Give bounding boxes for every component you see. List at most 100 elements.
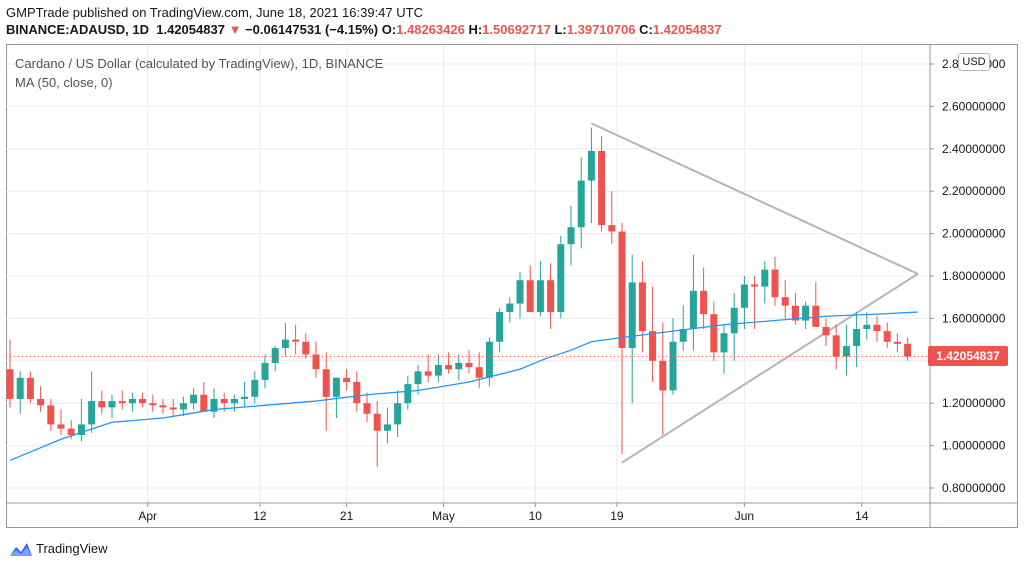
candle-up xyxy=(679,305,687,351)
candle-up xyxy=(16,371,24,414)
candle-body xyxy=(200,394,208,412)
candle-down xyxy=(57,409,65,435)
ma-legend[interactable]: MA (50, close, 0) xyxy=(15,75,113,90)
candle-body xyxy=(802,305,810,321)
candle-body xyxy=(587,150,595,181)
candle-body xyxy=(190,394,198,404)
candle-up xyxy=(557,235,565,319)
candle-body xyxy=(475,367,483,378)
candle-down xyxy=(526,265,534,313)
candle-body xyxy=(465,362,473,368)
candle-down xyxy=(781,280,789,319)
candle-body xyxy=(822,326,830,336)
candle-down xyxy=(904,337,912,361)
candle-body xyxy=(57,424,65,429)
candle-body xyxy=(159,405,167,408)
chart-frame xyxy=(6,44,1018,528)
candle-body xyxy=(669,341,677,391)
candle-body xyxy=(730,307,738,334)
candle-down xyxy=(791,292,799,325)
candle-up xyxy=(853,312,861,368)
candle-body xyxy=(332,377,340,397)
candle-body xyxy=(77,424,85,435)
candle-up xyxy=(587,127,595,223)
candle-down xyxy=(47,398,55,431)
candle-body xyxy=(312,354,320,370)
candle-down xyxy=(751,276,759,329)
candle-body xyxy=(118,401,126,404)
candle-down xyxy=(424,354,432,382)
candle-up xyxy=(414,365,422,395)
currency-button[interactable]: USD xyxy=(958,53,990,71)
candle-body xyxy=(598,150,606,226)
candle-body xyxy=(740,284,748,308)
candle-body xyxy=(445,365,453,370)
candle-down xyxy=(26,371,34,404)
candle-down xyxy=(98,390,106,414)
candle-body xyxy=(526,280,534,313)
candle-down xyxy=(292,324,300,355)
candle-up xyxy=(455,354,463,380)
candle-up xyxy=(128,392,136,412)
chart-legend-title: Cardano / US Dollar (calculated by Tradi… xyxy=(15,56,384,71)
candle-down xyxy=(812,282,820,327)
candle-down xyxy=(608,191,616,245)
candle-down xyxy=(822,318,830,346)
candle-down xyxy=(638,261,646,353)
candle-body xyxy=(16,377,24,399)
candle-body xyxy=(241,396,249,399)
candle-down xyxy=(118,390,126,410)
candle-body xyxy=(414,371,422,385)
tradingview-logo-icon xyxy=(10,543,32,556)
down-arrow-icon: ▼ xyxy=(228,22,242,37)
y-tick-label: 1.00000000 xyxy=(942,439,1006,453)
candle-up xyxy=(434,354,442,382)
candle-body xyxy=(343,377,351,382)
candle-body xyxy=(608,225,616,232)
candles xyxy=(6,127,912,467)
candle-up xyxy=(485,337,493,387)
x-tick-label: May xyxy=(432,509,455,523)
candle-body xyxy=(577,180,585,228)
candle-up xyxy=(740,276,748,329)
candle-up xyxy=(108,394,116,419)
candle-body xyxy=(292,339,300,342)
y-tick-label: 1.80000000 xyxy=(942,269,1006,283)
y-tick-label: 2.20000000 xyxy=(942,184,1006,198)
candle-up xyxy=(241,382,249,408)
candle-down xyxy=(322,352,330,431)
candle-up xyxy=(516,271,524,319)
candle-body xyxy=(618,231,626,349)
candle-down xyxy=(200,382,208,412)
candle-body xyxy=(812,305,820,327)
candle-up xyxy=(77,398,85,442)
candle-body xyxy=(88,401,96,425)
candle-down xyxy=(169,398,177,416)
candle-down xyxy=(159,398,167,414)
candle-body xyxy=(893,341,901,344)
triangle-trendline xyxy=(590,122,919,275)
candle-up xyxy=(842,324,850,376)
candle-body xyxy=(424,371,432,376)
x-tick-label: 21 xyxy=(340,509,354,523)
candle-down xyxy=(893,333,901,353)
candle-body xyxy=(271,348,279,363)
candle-body xyxy=(567,227,575,245)
candle-body xyxy=(434,365,442,376)
high-label: H: xyxy=(468,22,483,37)
candle-body xyxy=(791,305,799,321)
low-value: 1.39710706 xyxy=(566,22,636,37)
change-value: −0.06147531 (−4.15%) xyxy=(245,22,379,37)
last-price-label: 1.42054837 xyxy=(928,346,1008,367)
candle-up xyxy=(261,354,269,389)
x-tick-label: Jun xyxy=(735,509,754,523)
candle-body xyxy=(363,403,371,414)
triangle-pattern xyxy=(590,122,919,464)
candle-up xyxy=(281,322,289,357)
candle-body xyxy=(679,329,687,342)
candle-body xyxy=(230,398,238,404)
y-tick-label: 1.60000000 xyxy=(942,311,1006,325)
candle-body xyxy=(761,269,769,287)
candle-up xyxy=(536,261,544,317)
